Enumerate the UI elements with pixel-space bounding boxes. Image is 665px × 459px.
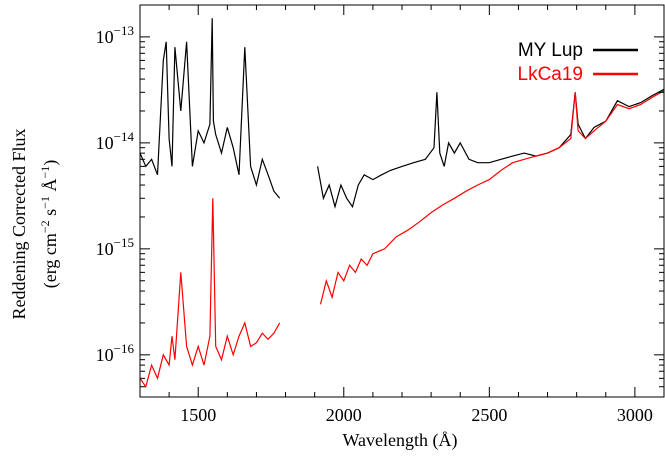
y-axis-title-line2: (erg cm−2 s−1 Å−1) xyxy=(38,160,61,289)
ylabel-open: (erg cm xyxy=(40,233,61,288)
ticks-layer: 1500 2000 2500 3000 10−13 10−14 10−15 10−16 xyxy=(96,4,665,425)
x-tick-label: 3000 xyxy=(617,405,653,425)
ylabel-exp3: −1 xyxy=(38,166,52,179)
ylabel-A: Å xyxy=(40,179,60,197)
ylabel-close: ) xyxy=(40,160,61,166)
plot-frame xyxy=(139,4,665,398)
ylabel-exp1: −2 xyxy=(38,220,52,233)
series-my-lup-segment-1 xyxy=(140,18,281,199)
series-layer xyxy=(140,18,664,389)
x-tick-label: 1500 xyxy=(180,405,216,425)
y-axis-title-line1: Reddening Corrected Flux xyxy=(9,129,29,320)
legend-label-my-lup: MY Lup xyxy=(518,40,583,61)
y-tick-label: 10−16 xyxy=(96,341,135,365)
legend: MY Lup LkCa19 xyxy=(518,40,638,85)
x-tick-label: 2000 xyxy=(326,405,362,425)
series-lkca19-segment-1 xyxy=(140,198,281,389)
y-tick-label: 10−15 xyxy=(96,235,134,259)
ylabel-s: s xyxy=(40,209,60,221)
legend-label-lkca19: LkCa19 xyxy=(518,64,584,85)
y-tick-label: 10−14 xyxy=(96,129,135,153)
ylabel-exp2: −1 xyxy=(38,196,52,209)
y-tick-label: 10−13 xyxy=(96,23,134,47)
x-axis-title: Wavelength (Å) xyxy=(342,430,457,451)
x-tick-label: 2500 xyxy=(471,405,507,425)
series-lkca19-segment-2 xyxy=(319,90,664,305)
series-my-lup-segment-2 xyxy=(317,88,664,210)
